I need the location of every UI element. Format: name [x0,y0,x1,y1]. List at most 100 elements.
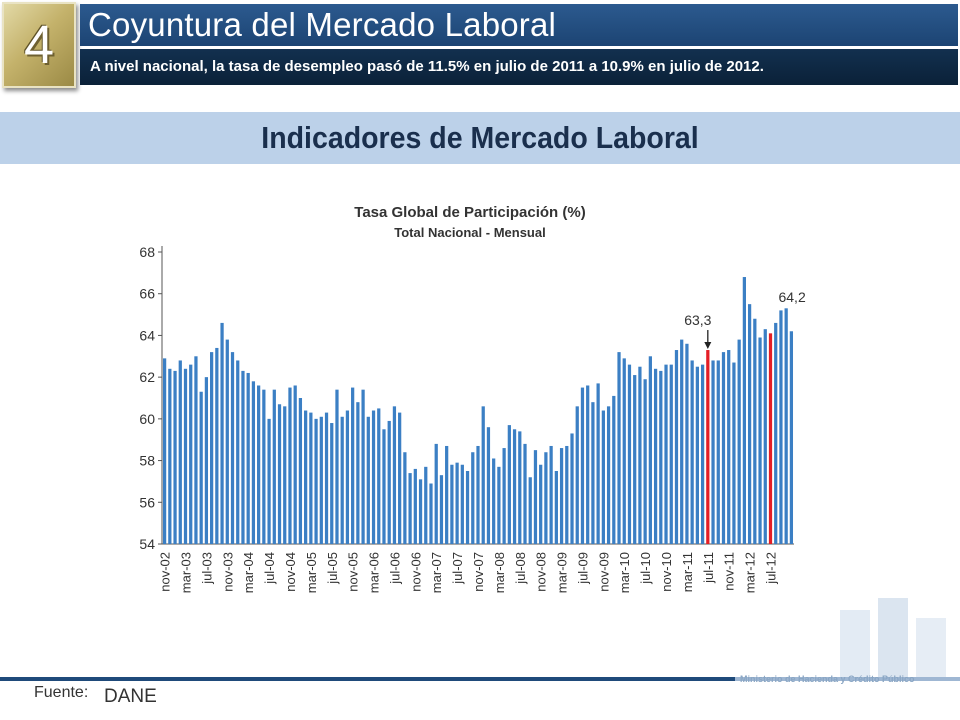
bar [455,462,459,544]
watermark-logo [840,598,946,680]
x-tick-label: nov-07 [471,552,486,592]
section-heading-band: Indicadores de Mercado Laboral [0,112,960,164]
x-tick-label: nov-06 [408,552,423,592]
bar [194,356,198,544]
bar [403,452,407,544]
y-tick-label: 54 [139,536,155,552]
bar [220,322,224,544]
bar [737,339,741,544]
x-tick-label: jul-11 [701,552,716,584]
bar [434,443,438,544]
bar [319,416,323,544]
section-number: 4 [23,15,55,75]
y-tick-label: 68 [139,244,155,260]
bar [596,383,600,544]
x-tick-label: mar-09 [555,552,570,593]
subtitle-bar: A nivel nacional, la tasa de desempleo p… [80,49,958,85]
bar [465,471,470,544]
x-tick-label: jul-08 [513,552,528,585]
bar [742,277,746,544]
x-tick-label: jul-05 [325,552,340,585]
participation-rate-chart: Tasa Global de Participación (%) Total N… [139,204,806,593]
x-tick-label: jul-12 [763,552,778,585]
bar [340,416,344,544]
bar [241,370,245,544]
highlight-bar [706,350,710,544]
x-tick-label: nov-05 [346,552,361,592]
bar [288,387,292,544]
chart-title: Tasa Global de Participación (%) [354,204,585,221]
chart-subtitle: Total Nacional - Mensual [394,225,545,240]
bar [304,410,308,544]
bar [398,412,402,544]
x-tick-label: mar-07 [429,552,444,593]
bar [204,377,209,544]
bar [471,452,475,544]
bar [685,343,689,544]
bar [758,337,762,544]
bar [210,352,214,544]
bar [732,362,736,544]
bar [199,391,203,544]
bar [721,352,726,544]
x-tick-label: nov-11 [722,552,737,591]
data-label-jul-12: 64,2 [778,289,805,305]
bar [418,479,423,544]
bar [497,466,501,544]
bar [324,412,329,544]
bar [293,385,297,544]
bar [674,350,679,544]
bar [314,418,318,544]
bar [424,466,428,544]
section-heading: Indicadores de Mercado Laboral [261,120,699,155]
bar [789,331,794,544]
bar [283,406,287,544]
bar [518,431,522,544]
bar [664,364,668,544]
source-label: Fuente: [34,684,89,701]
bar [747,304,752,544]
bar [486,427,491,544]
page-subtitle: A nivel nacional, la tasa de desempleo p… [90,58,764,75]
bar [356,402,360,544]
x-tick-label: mar-03 [179,552,194,593]
bar [277,404,282,544]
bar [251,381,256,544]
section-number-badge: 4 [2,2,76,88]
bar [753,318,757,544]
bar [659,370,663,544]
bar [236,360,240,544]
highlight-bar [768,333,773,544]
bar [429,483,433,544]
bar [361,389,365,544]
page-title: Coyuntura del Mercado Laboral [88,6,557,43]
bar [230,352,235,544]
bar [554,471,558,544]
bar [633,375,637,544]
bar [617,352,621,544]
x-tick-label: jul-07 [450,552,465,585]
bar [178,360,182,544]
bar [460,464,464,544]
bar [523,443,527,544]
bar [779,310,783,544]
source-value: DANE [104,686,157,707]
bar [246,372,250,544]
x-tick-label: nov-03 [220,552,235,592]
x-tick-label: mar-10 [617,552,632,593]
bar [502,448,506,544]
x-tick-label: mar-06 [367,552,382,593]
x-tick-label: nov-08 [534,552,549,592]
bar [413,468,417,544]
bar [575,406,579,544]
bar [330,423,334,544]
bar [215,347,219,544]
y-tick-label: 66 [139,286,155,302]
bar [387,420,391,544]
bar [716,360,720,544]
x-tick-label: mar-12 [743,552,758,593]
y-tick-label: 64 [139,327,155,343]
bar [507,425,511,544]
bar [711,360,715,544]
x-tick-label: nov-10 [659,552,674,592]
